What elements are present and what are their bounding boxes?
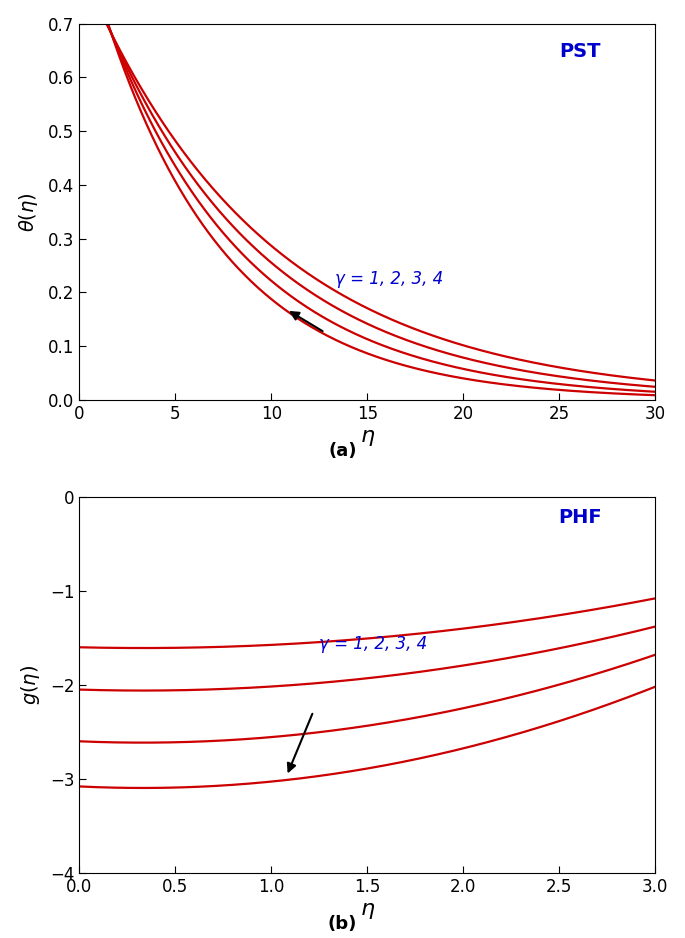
Text: PHF: PHF bbox=[558, 508, 602, 527]
Y-axis label: $\theta(\eta)$: $\theta(\eta)$ bbox=[16, 191, 40, 232]
Text: PST: PST bbox=[560, 42, 601, 62]
Text: (a): (a) bbox=[328, 442, 357, 460]
X-axis label: $\eta$: $\eta$ bbox=[360, 901, 375, 921]
Text: γ = 1, 2, 3, 4: γ = 1, 2, 3, 4 bbox=[334, 270, 443, 288]
Text: γ = 1, 2, 3, 4: γ = 1, 2, 3, 4 bbox=[319, 635, 427, 653]
X-axis label: $\eta$: $\eta$ bbox=[360, 428, 375, 448]
Text: (b): (b) bbox=[328, 915, 357, 933]
Y-axis label: $g(\eta)$: $g(\eta)$ bbox=[18, 665, 42, 705]
